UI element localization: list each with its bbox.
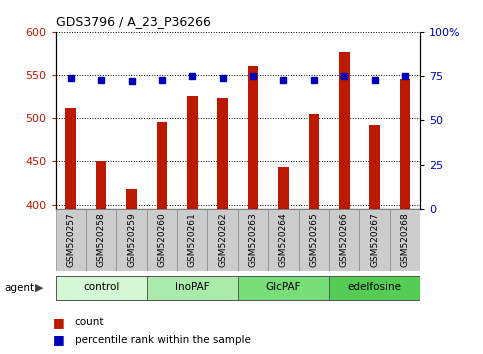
Text: GSM520257: GSM520257 (66, 212, 75, 267)
Bar (126, 189, 137, 209)
Text: ■: ■ (53, 333, 65, 346)
Text: GSM520268: GSM520268 (400, 212, 410, 267)
Text: GSM520265: GSM520265 (309, 212, 318, 267)
Text: GSM520259: GSM520259 (127, 212, 136, 267)
Bar (86, 209, 116, 271)
Text: count: count (75, 317, 104, 327)
Bar (56, 209, 86, 271)
Bar (238, 276, 329, 299)
Bar (147, 209, 177, 271)
Bar (329, 276, 420, 299)
Bar (217, 98, 228, 209)
Bar (187, 96, 198, 209)
Text: GSM520262: GSM520262 (218, 212, 227, 267)
Bar (177, 209, 208, 271)
Text: ■: ■ (53, 316, 65, 329)
Text: InoPAF: InoPAF (175, 282, 210, 292)
Bar (248, 67, 258, 209)
Bar (329, 209, 359, 271)
Bar (147, 276, 238, 299)
Text: GSM520263: GSM520263 (249, 212, 257, 267)
Bar (65, 108, 76, 209)
Bar (96, 160, 106, 209)
Bar (278, 166, 289, 209)
Text: percentile rank within the sample: percentile rank within the sample (75, 335, 251, 345)
Bar (298, 209, 329, 271)
Text: GDS3796 / A_23_P36266: GDS3796 / A_23_P36266 (56, 15, 211, 28)
Bar (339, 52, 350, 209)
Bar (369, 125, 380, 209)
Text: GSM520267: GSM520267 (370, 212, 379, 267)
Bar (359, 209, 390, 271)
Text: control: control (83, 282, 119, 292)
Text: edelfosine: edelfosine (348, 282, 402, 292)
Text: GSM520264: GSM520264 (279, 212, 288, 267)
Bar (56, 276, 147, 299)
Text: ▶: ▶ (35, 282, 43, 293)
Text: GSM520258: GSM520258 (97, 212, 106, 267)
Text: GSM520261: GSM520261 (188, 212, 197, 267)
Bar (238, 209, 268, 271)
Bar (390, 209, 420, 271)
Bar (116, 209, 147, 271)
Text: agent: agent (5, 282, 35, 293)
Bar (156, 122, 167, 209)
Text: GSM520260: GSM520260 (157, 212, 167, 267)
Bar (309, 114, 319, 209)
Text: GSM520266: GSM520266 (340, 212, 349, 267)
Bar (268, 209, 298, 271)
Text: GlcPAF: GlcPAF (266, 282, 301, 292)
Bar (400, 79, 411, 209)
Bar (208, 209, 238, 271)
